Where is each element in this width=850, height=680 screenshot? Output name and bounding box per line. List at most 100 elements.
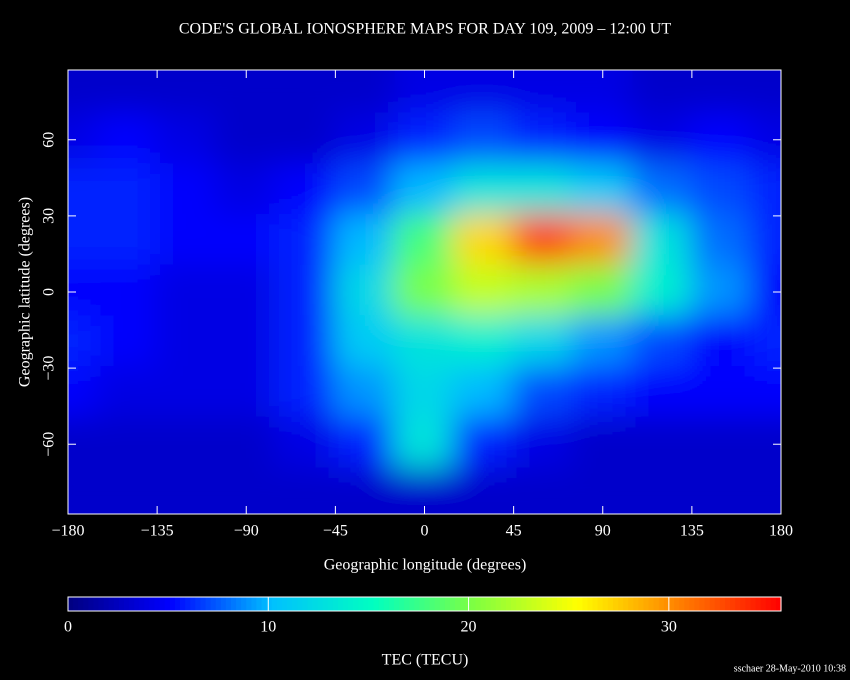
colorbar-swatch (424, 597, 431, 611)
tec-cell-smooth (452, 163, 516, 218)
colorbar-tick-label: 30 (661, 619, 677, 636)
colorbar-swatch (485, 597, 492, 611)
colorbar-swatch (271, 597, 278, 611)
colorbar-swatch (312, 597, 319, 611)
tec-cell-smooth (155, 264, 219, 320)
colorbar-swatch (144, 597, 151, 611)
colorbar-swatch (129, 597, 135, 611)
tec-cell-smooth (630, 163, 694, 218)
colorbar-swatch (256, 597, 263, 611)
x-tick-label: 135 (680, 523, 704, 540)
tec-cell-smooth (511, 366, 576, 421)
colorbar-swatch (449, 597, 456, 611)
x-axis-label: Geographic longitude (degrees) (324, 557, 527, 574)
colorbar-swatch (521, 597, 527, 611)
tec-cell-smooth (333, 315, 397, 371)
x-tick-label: −45 (323, 523, 348, 540)
tec-cell-smooth (630, 366, 694, 421)
colorbar-swatch (108, 597, 115, 611)
tec-cell-smooth (749, 467, 781, 514)
x-tick-label: 90 (595, 523, 611, 540)
colorbar-swatch (719, 597, 726, 611)
colorbar-swatch (562, 597, 568, 611)
y-tick-label: −30 (41, 356, 58, 381)
tec-cell-smooth (511, 416, 576, 472)
colorbar-swatch (612, 597, 619, 611)
tec-cell-smooth (511, 264, 576, 320)
tec-cell-smooth (95, 264, 160, 320)
colorbar-swatch (516, 597, 522, 611)
colorbar-swatch (658, 597, 665, 611)
tec-cell-smooth (511, 467, 576, 514)
colorbar-swatch (337, 597, 344, 611)
tec-cell-smooth (452, 315, 516, 371)
colorbar-swatch (679, 597, 685, 611)
colorbar-swatch (526, 597, 533, 611)
tec-cell-smooth (392, 416, 457, 472)
tec-cell-smooth (392, 112, 457, 168)
colorbar-label: TEC (TECU) (382, 652, 469, 669)
colorbar-swatch (230, 597, 237, 611)
tec-cell-smooth (571, 264, 635, 320)
tec-cell-smooth (68, 70, 100, 117)
tec-cell-smooth (689, 70, 754, 117)
colorbar-swatch (572, 597, 578, 611)
tec-cell-smooth (273, 70, 338, 117)
colorbar-swatch (164, 597, 171, 611)
colorbar-swatch (190, 597, 196, 611)
tec-cell-smooth (571, 213, 635, 269)
colorbar-swatch (251, 597, 258, 611)
colorbar-swatch (307, 597, 314, 611)
tec-cell-smooth (273, 264, 338, 320)
tec-cell-smooth (392, 366, 457, 421)
colorbar-swatch (577, 597, 583, 611)
colorbar-swatch (414, 597, 421, 611)
colorbar-swatch (607, 597, 614, 611)
tec-cell-smooth (155, 315, 219, 371)
tec-cell-smooth (214, 163, 278, 218)
y-tick-label: 0 (41, 288, 58, 296)
tec-cell-smooth (155, 366, 219, 421)
colorbar-swatch (648, 597, 655, 611)
tec-cell-smooth (273, 416, 338, 472)
tec-cell-smooth (68, 213, 100, 269)
tec-cell-smooth (571, 315, 635, 371)
colorbar-swatch (618, 597, 624, 611)
colorbar-swatch (98, 597, 105, 611)
colorbar-swatch (587, 597, 594, 611)
tec-cell-smooth (95, 467, 160, 514)
colorbar-swatch (745, 597, 752, 611)
tec-cell-smooth (392, 163, 457, 218)
tec-cell-smooth (333, 264, 397, 320)
colorbar-swatch (215, 597, 222, 611)
colorbar-swatch (694, 597, 701, 611)
tec-cell-smooth (749, 213, 781, 269)
tec-cell-smooth (452, 467, 516, 514)
y-axis-label: Geographic latitude (degrees) (17, 197, 34, 387)
colorbar-swatch (241, 597, 247, 611)
colorbar-swatch (276, 597, 283, 611)
colorbar-swatch (541, 597, 548, 611)
tec-cell-smooth (630, 213, 694, 269)
x-tick-label: 0 (421, 523, 429, 540)
colorbar-swatch (668, 597, 675, 611)
colorbar-swatch (730, 597, 736, 611)
tec-cell-smooth (452, 213, 516, 269)
colorbar-swatch (292, 597, 298, 611)
colorbar-tick-label: 0 (64, 619, 72, 636)
tec-cell-smooth (68, 163, 100, 218)
colorbar-swatch (470, 597, 477, 611)
colorbar-swatch (393, 597, 400, 611)
colorbar-swatch (511, 597, 517, 611)
tec-cell-smooth (214, 315, 278, 371)
x-tick-label: −90 (234, 523, 259, 540)
x-tick-label: 45 (506, 523, 522, 540)
colorbar-swatch (480, 597, 487, 611)
tec-cell-smooth (511, 315, 576, 371)
colorbar-swatch (704, 597, 711, 611)
tec-cell-smooth (68, 366, 100, 421)
tec-cell-smooth (273, 366, 338, 421)
colorbar-swatch (169, 597, 176, 611)
tec-cell-smooth (214, 366, 278, 421)
colorbar-swatch (460, 597, 466, 611)
